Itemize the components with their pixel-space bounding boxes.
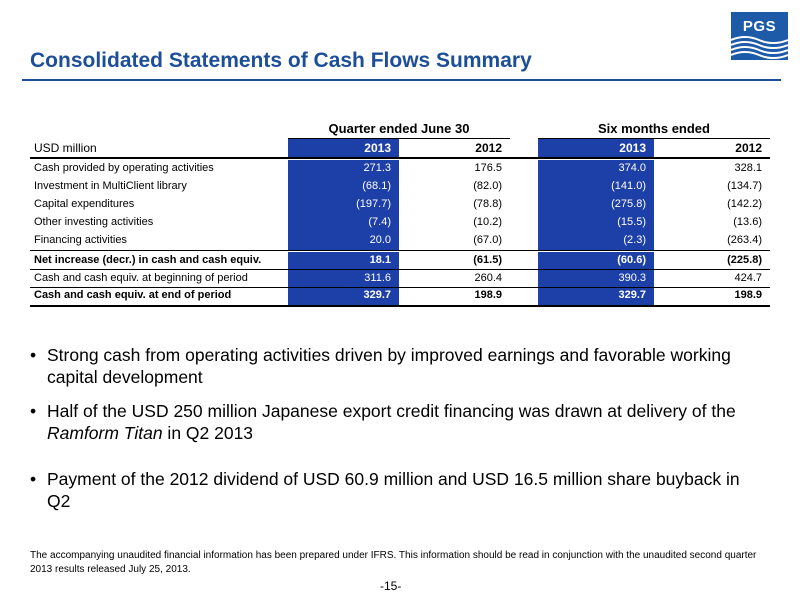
table-cell: (7.4) <box>288 214 399 232</box>
bullet-dot: • <box>30 345 37 365</box>
table-cell: 176.5 <box>474 162 502 174</box>
table-cell: (263.4) <box>727 234 762 246</box>
title-divider <box>22 79 781 81</box>
logo-waves-icon <box>731 36 788 59</box>
table-cell: (15.5) <box>538 214 654 232</box>
table-row: Cash provided by operating activities 271… <box>30 160 770 178</box>
bullet-text: Payment of the 2012 dividend of USD 60.9… <box>47 469 740 511</box>
row-label: Other investing activities <box>34 216 154 228</box>
table-cell: 198.9 <box>734 289 762 301</box>
group-header-six-months-rule <box>538 138 770 139</box>
table-row: Financing activities 20.0 (67.0) (2.3) (263.… <box>30 232 770 250</box>
unit-label: USD million <box>34 141 97 155</box>
table-cell: (68.1) <box>288 178 399 196</box>
table-cell: (60.6) <box>538 252 654 270</box>
table-cell: 374.0 <box>538 160 654 178</box>
table-cell: (197.7) <box>288 196 399 214</box>
table-cell: (82.0) <box>473 180 502 192</box>
group-header-quarter: Quarter ended June 30 <box>328 121 470 136</box>
bullet-text: Half of the USD 250 million Japanese exp… <box>47 400 767 444</box>
table-cell: (225.8) <box>727 254 762 266</box>
pgs-logo: PGS <box>731 12 788 60</box>
table-cell: (13.6) <box>733 216 762 228</box>
table-row: Other investing activities (7.4) (10.2) (15… <box>30 214 770 232</box>
table-cell: (141.0) <box>538 178 654 196</box>
row-label: Capital expenditures <box>34 198 135 210</box>
table-rule <box>30 305 770 307</box>
group-header-six-months: Six months ended <box>598 121 710 136</box>
table-row: Cash and cash equiv. at end of period 329… <box>30 287 770 305</box>
table-cell: 390.3 <box>538 270 654 288</box>
table-row: Net increase (decr.) in cash and cash eq… <box>30 252 770 270</box>
table-cell: 271.3 <box>288 160 399 178</box>
table-cell: 329.7 <box>538 287 654 305</box>
year-header: 2013 <box>538 139 654 157</box>
year-header-row: USD million 2013 2012 2013 2012 <box>30 139 770 157</box>
table-cell: 198.9 <box>474 289 502 301</box>
table-row: Investment in MultiClient library (68.1) (… <box>30 178 770 196</box>
row-label: Investment in MultiClient library <box>34 180 187 192</box>
table-cell: (2.3) <box>538 232 654 250</box>
table-cell: (67.0) <box>473 234 502 246</box>
table-cell: 260.4 <box>474 272 502 284</box>
bullet-text-part: Half of the USD 250 million Japanese exp… <box>47 401 736 421</box>
year-header: 2012 <box>735 141 762 155</box>
logo-text: PGS <box>742 18 777 35</box>
row-label: Cash and cash equiv. at beginning of per… <box>34 272 248 284</box>
table-cell: (142.2) <box>727 198 762 210</box>
table-cell: (275.8) <box>538 196 654 214</box>
bullet-text-part: in Q2 2013 <box>162 423 254 443</box>
table-cell: 328.1 <box>734 162 762 174</box>
header-rule <box>30 157 770 159</box>
table-rule <box>30 250 770 251</box>
table-rule <box>30 269 770 270</box>
year-header: 2013 <box>288 139 399 157</box>
table-cell: (78.8) <box>473 198 502 210</box>
table-rule <box>30 287 770 288</box>
table-cell: 424.7 <box>734 272 762 284</box>
row-label: Financing activities <box>34 234 127 246</box>
table-cell: 20.0 <box>288 232 399 250</box>
table-cell: 311.6 <box>288 270 399 288</box>
group-header-quarter-rule <box>288 138 510 139</box>
table-cell: (10.2) <box>473 216 502 228</box>
table-cell: 329.7 <box>288 287 399 305</box>
bullet-dot: • <box>30 401 37 421</box>
bullet-text: Strong cash from operating activities dr… <box>47 345 731 387</box>
year-header: 2012 <box>475 141 502 155</box>
page-title: Consolidated Statements of Cash Flows Su… <box>30 49 532 72</box>
bullet-dot: • <box>30 469 37 489</box>
row-label: Net increase (decr.) in cash and cash eq… <box>34 254 262 266</box>
vessel-name: Ramform Titan <box>47 423 163 443</box>
table-cell: (134.7) <box>727 180 762 192</box>
page-number: -15- <box>380 579 402 593</box>
table-cell: (61.5) <box>473 254 502 266</box>
table-cell: 18.1 <box>288 252 399 270</box>
table-row: Cash and cash equiv. at beginning of per… <box>30 270 770 288</box>
row-label: Cash provided by operating activities <box>34 162 214 174</box>
row-label: Cash and cash equiv. at end of period <box>34 289 232 301</box>
footnote: The accompanying unaudited financial inf… <box>30 550 757 575</box>
table-row: Capital expenditures (197.7) (78.8) (275.8)… <box>30 196 770 214</box>
